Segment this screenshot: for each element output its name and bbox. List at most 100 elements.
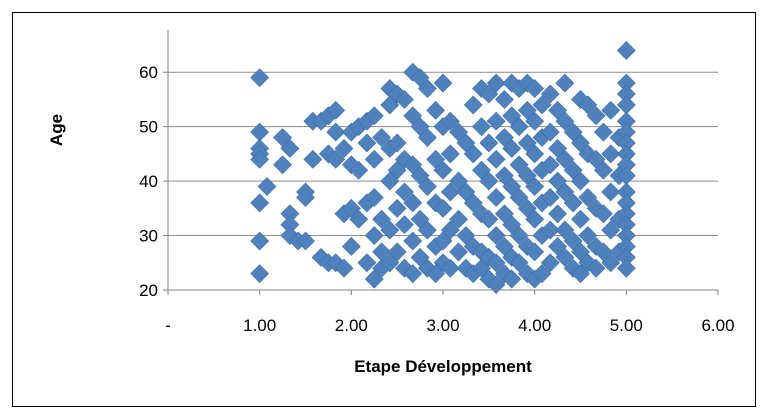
data-point (509, 117, 529, 137)
data-point (250, 149, 270, 169)
data-point (525, 177, 545, 196)
data-point (540, 220, 560, 240)
data-point (540, 188, 560, 207)
data-point (555, 111, 575, 131)
data-point (578, 226, 598, 245)
data-point (380, 220, 400, 240)
data-point (509, 253, 529, 273)
data-point (571, 209, 590, 229)
data-point (601, 144, 621, 164)
data-point (486, 149, 506, 169)
data-point (525, 111, 545, 131)
data-point (616, 258, 636, 278)
data-point (334, 139, 354, 158)
data-point (440, 182, 460, 202)
data-point (433, 198, 453, 218)
data-point (387, 198, 407, 218)
data-point (463, 95, 483, 115)
data-point (395, 215, 414, 235)
data-point (257, 177, 277, 196)
data-point (555, 73, 575, 93)
data-point (250, 193, 270, 213)
data-point (440, 144, 460, 164)
data-point (486, 253, 506, 273)
data-point (540, 84, 560, 104)
x-tick-label: 4.00 (518, 316, 551, 335)
chart-frame (12, 12, 756, 407)
y-tick-label: 20 (139, 281, 158, 300)
data-point (417, 177, 437, 196)
data-point (357, 133, 377, 153)
data-point (326, 122, 346, 142)
axes (163, 30, 719, 295)
x-tick-label: - (165, 316, 171, 335)
data-point (296, 188, 315, 207)
data-point (563, 193, 583, 213)
x-axis-title: Etape Développement (354, 357, 532, 376)
data-point (479, 133, 499, 153)
data-point (532, 95, 552, 115)
data-point (403, 193, 423, 213)
data-point (571, 171, 590, 191)
data-point (479, 171, 499, 191)
y-tick-labels: 20 30 40 50 60 (139, 63, 158, 300)
data-point (303, 149, 323, 169)
data-point (494, 90, 514, 109)
x-tick-label: 5.00 (610, 316, 643, 335)
data-point (463, 144, 483, 164)
data-point (349, 209, 369, 229)
data-point (341, 237, 361, 256)
data-point (555, 247, 575, 267)
data-point (555, 220, 575, 240)
y-axis-title: Age (47, 114, 66, 146)
data-point (463, 193, 483, 213)
data-point (334, 258, 354, 278)
data-points (250, 41, 636, 294)
x-tick-label: 3.00 (426, 316, 459, 335)
data-point (593, 204, 613, 224)
data-point (601, 220, 621, 240)
x-tick-label: 6.00 (701, 316, 734, 335)
data-point (509, 226, 529, 245)
data-point (616, 95, 636, 115)
data-point (593, 122, 613, 142)
data-point (532, 264, 552, 284)
data-point (296, 231, 315, 251)
data-point (486, 188, 506, 207)
data-point (387, 242, 407, 262)
data-point (357, 253, 377, 273)
data-point (440, 220, 460, 240)
data-point (486, 275, 506, 294)
data-point (555, 182, 575, 202)
data-point (486, 111, 506, 131)
data-point (250, 68, 270, 88)
data-point (586, 258, 606, 278)
data-point (372, 128, 392, 147)
data-point (502, 139, 522, 158)
data-point (578, 95, 598, 115)
data-point (472, 117, 491, 137)
data-point (326, 100, 346, 120)
data-point (395, 90, 414, 109)
data-point (326, 149, 346, 169)
data-point (417, 79, 437, 98)
data-point (403, 231, 423, 251)
data-point (426, 100, 446, 120)
data-point (586, 106, 606, 126)
data-point (593, 160, 613, 180)
data-point (440, 111, 460, 131)
y-tick-label: 40 (139, 172, 158, 191)
data-point (433, 73, 453, 93)
data-point (486, 73, 506, 93)
data-point (433, 160, 453, 180)
data-point (540, 155, 560, 175)
data-point (440, 258, 460, 278)
data-point (250, 231, 270, 251)
data-point (349, 160, 369, 180)
data-point (525, 144, 545, 164)
data-point (395, 182, 414, 202)
data-point (494, 264, 514, 284)
y-tick-label: 50 (139, 118, 158, 137)
data-point (486, 226, 506, 245)
data-point (509, 188, 529, 207)
